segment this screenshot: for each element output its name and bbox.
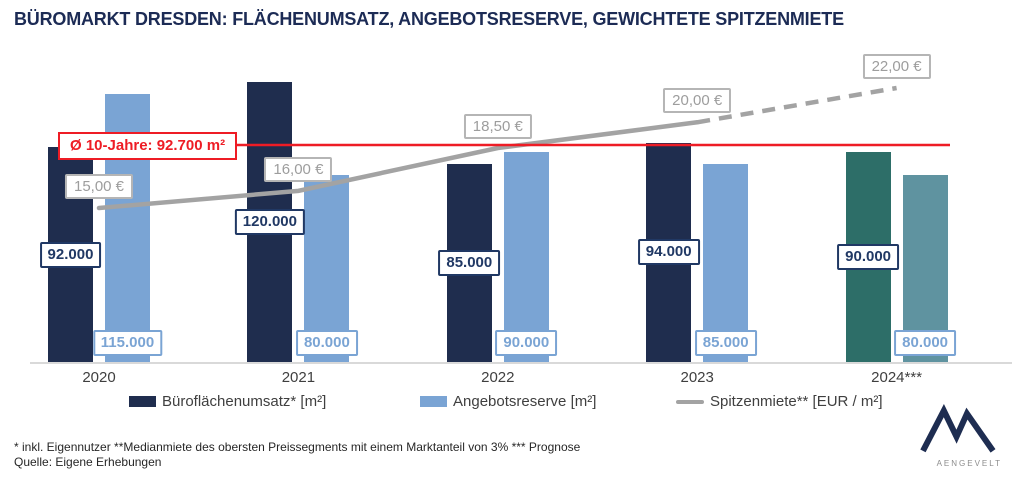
footnote-line1: * inkl. Eigennutzer **Medianmiete des ob… xyxy=(14,440,581,454)
bar-light-2022 xyxy=(503,152,549,362)
x-axis-label-2023: 2023 xyxy=(680,369,714,386)
x-axis-label-2020: 2020 xyxy=(82,369,116,386)
spitzenmiete-line-forecast-dashed xyxy=(696,85,897,125)
x-axis-line xyxy=(30,362,1012,364)
bar-value-label-dark-2024***: 90.000 xyxy=(837,244,900,270)
average-line-label: Ø 10-Jahre: 92.700 m² xyxy=(58,132,238,160)
legend-item-angebotsreserve: Angebotsreserve [m²] xyxy=(420,393,596,410)
legend-label: Angebotsreserve [m²] xyxy=(453,393,597,410)
spitzenmiete-value-label-2024***: 22,00 € xyxy=(862,54,931,79)
bar-light-2023 xyxy=(703,163,749,362)
footnote-line2: Quelle: Eigene Erhebungen xyxy=(14,455,162,469)
legend-label: Spitzenmiete** [EUR / m²] xyxy=(710,393,883,410)
footnotes: * inkl. Eigennutzer **Medianmiete des ob… xyxy=(14,440,580,470)
legend-label: Büroflächenumsatz* [m²] xyxy=(162,393,327,410)
bar-value-label-light-2021: 80.000 xyxy=(295,330,358,356)
x-axis-label-2021: 2021 xyxy=(281,369,316,386)
aengevelt-logo-icon xyxy=(920,403,996,453)
bar-value-label-dark-2020: 92.000 xyxy=(39,241,102,268)
bar-value-label-light-2022: 90.000 xyxy=(495,330,558,356)
legend: Büroflächenumsatz* [m²] Angebotsreserve … xyxy=(0,393,1024,415)
bar-value-label-light-2023: 85.000 xyxy=(694,330,757,356)
bar-value-label-dark-2023: 94.000 xyxy=(637,239,700,266)
legend-item-bueroflaechenumsatz: Büroflächenumsatz* [m²] xyxy=(129,393,326,410)
bar-value-label-light-2020: 115.000 xyxy=(92,330,163,356)
bar-value-label-light-2024***: 80.000 xyxy=(894,330,957,356)
legend-item-spitzenmiete: Spitzenmiete** [EUR / m²] xyxy=(676,393,883,410)
spitzenmiete-value-label-2022: 18,50 € xyxy=(463,114,532,139)
bar-value-label-dark-2021: 120.000 xyxy=(234,209,306,235)
legend-swatch-light-bar xyxy=(420,396,447,407)
x-axis-label-2022: 2022 xyxy=(481,369,515,386)
x-axis-label-2024***: 2024*** xyxy=(871,369,923,386)
chart-title: BÜROMARKT DRESDEN: FLÄCHENUMSATZ, ANGEBO… xyxy=(14,9,844,29)
legend-swatch-dark-bar xyxy=(129,396,156,407)
company-logo: AENGEVELT xyxy=(910,403,1006,468)
legend-swatch-line xyxy=(676,399,704,404)
bar-value-label-dark-2022: 85.000 xyxy=(438,249,501,276)
spitzenmiete-line-solid xyxy=(96,120,700,211)
spitzenmiete-value-label-2023: 20,00 € xyxy=(663,88,732,114)
spitzenmiete-value-label-2020: 15,00 € xyxy=(64,174,134,199)
logo-wordmark: AENGEVELT xyxy=(936,459,1002,468)
spitzenmiete-value-label-2021: 16,00 € xyxy=(264,156,333,182)
